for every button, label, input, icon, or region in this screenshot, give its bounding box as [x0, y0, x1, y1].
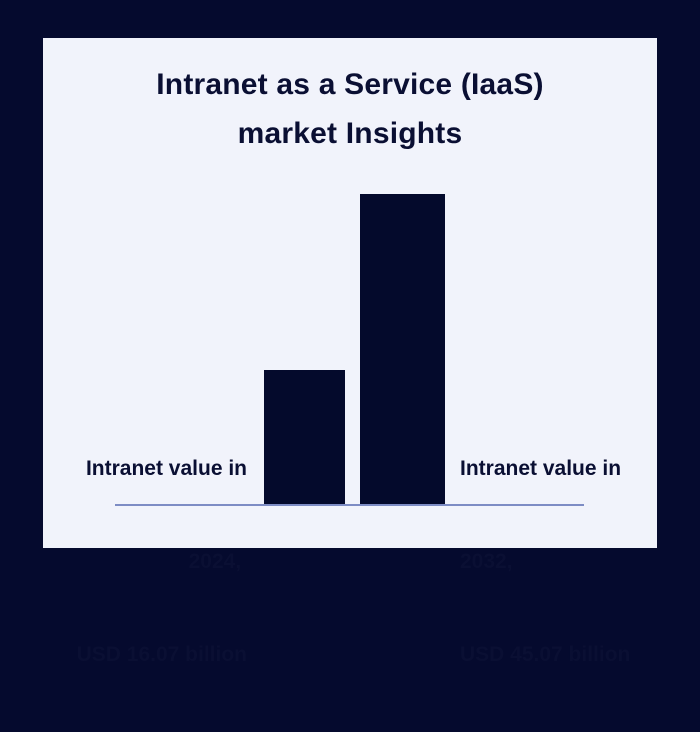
- annotation-2024-line-3: USD 16.07 billion: [76, 643, 247, 666]
- annotation-2024: Intranet value in 2024, USD 16.07 billio…: [77, 391, 247, 732]
- annotation-2032-line-3: USD 45.07 billion: [460, 643, 631, 666]
- annotation-2032-line-2: 2032,: [460, 550, 513, 573]
- chart-baseline: [115, 504, 584, 506]
- annotation-2024-line-1: Intranet value in: [85, 457, 247, 480]
- chart-title: Intranet as a Service (IaaS) market Insi…: [43, 60, 657, 158]
- bar-2024: [264, 370, 345, 505]
- annotation-2032: Intranet value in 2032, USD 45.07 billio…: [460, 391, 630, 732]
- chart-title-line-1: Intranet as a Service (IaaS): [156, 68, 544, 101]
- infographic-panel: Intranet as a Service (IaaS) market Insi…: [43, 38, 657, 666]
- bar-2032: [360, 194, 445, 505]
- chart-title-line-2: market Insights: [237, 117, 463, 150]
- annotation-2024-line-2: 2024,: [188, 550, 247, 573]
- annotation-2032-line-1: Intranet value in: [460, 457, 622, 480]
